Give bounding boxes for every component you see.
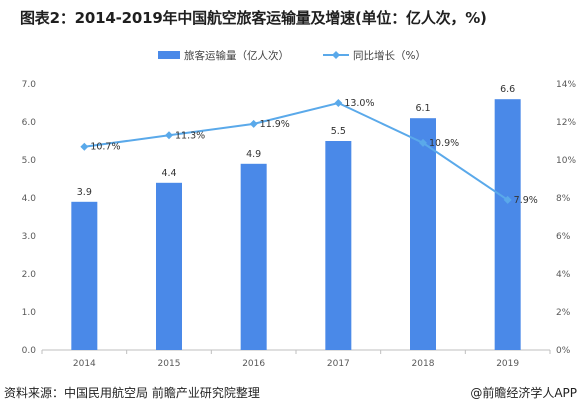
growth-line bbox=[84, 101, 509, 201]
y-right-tick-label: 14% bbox=[556, 80, 576, 90]
legend: 旅客运输量（亿人次） 同比增长（%） bbox=[158, 49, 426, 62]
y-right-tick-label: 2% bbox=[556, 308, 571, 318]
y-right-tick-label: 0% bbox=[556, 346, 571, 356]
line-series bbox=[80, 99, 512, 204]
axes: 0.0 1.0 2.0 3.0 4.0 5.0 6.0 7.0 0% 2% 4% 6% 8% 10% 12%… bbox=[22, 80, 577, 369]
line-value-label: 7.9% bbox=[514, 195, 538, 206]
bar-value-label: 6.6 bbox=[500, 84, 515, 95]
bar-value-label: 6.1 bbox=[415, 103, 430, 114]
bar bbox=[494, 99, 521, 350]
y-left-tick-label: 1.0 bbox=[22, 308, 37, 318]
line-value-label: 10.9% bbox=[429, 138, 459, 149]
line-value-label: 11.3% bbox=[175, 130, 205, 141]
y-left-tick-label: 2.0 bbox=[22, 270, 37, 280]
legend-swatch-bar bbox=[158, 51, 180, 59]
line-value-label: 10.7% bbox=[90, 142, 120, 153]
line-point bbox=[503, 195, 512, 204]
line-value-label: 11.9% bbox=[260, 119, 290, 130]
bar-value-label: 5.5 bbox=[331, 126, 346, 137]
y-right-tick-label: 4% bbox=[556, 270, 571, 280]
bar-value-label: 4.4 bbox=[161, 168, 176, 179]
x-tick-label: 2015 bbox=[158, 359, 181, 369]
data-labels: 3.9 4.4 4.9 5.5 6.1 6.6 10.7% 11.3% 11.9% 13.0% 10… bbox=[77, 84, 538, 206]
y-right-tick-label: 12% bbox=[556, 118, 576, 128]
x-tick-label: 2014 bbox=[73, 359, 96, 369]
y-left-tick-label: 5.0 bbox=[22, 156, 37, 166]
y-left-tick-label: 6.0 bbox=[22, 118, 37, 128]
legend-label-bar: 旅客运输量（亿人次） bbox=[184, 49, 289, 62]
y-left-tick-label: 7.0 bbox=[22, 80, 37, 90]
x-tick-label: 2019 bbox=[496, 359, 519, 369]
line-point bbox=[80, 142, 89, 151]
x-tick-label: 2017 bbox=[327, 359, 350, 369]
line-point bbox=[334, 99, 343, 107]
bar bbox=[240, 163, 267, 350]
x-tick-label: 2016 bbox=[242, 359, 265, 369]
bar-value-label: 3.9 bbox=[77, 187, 92, 198]
legend-marker-line bbox=[332, 51, 340, 59]
bar bbox=[71, 201, 98, 350]
line-point bbox=[165, 131, 173, 140]
line-point bbox=[419, 138, 427, 147]
legend-label-line: 同比增长（%） bbox=[353, 49, 426, 62]
line-value-label: 13.0% bbox=[344, 98, 374, 109]
y-right-tick-label: 6% bbox=[556, 232, 571, 242]
y-left-tick-label: 0.0 bbox=[22, 346, 37, 356]
y-left-tick-label: 3.0 bbox=[22, 232, 37, 242]
y-left-tick-label: 4.0 bbox=[22, 194, 37, 204]
brand-credit: @前瞻经济学人APP bbox=[470, 386, 577, 400]
chart-title: 图表2：2014-2019年中国航空旅客运输量及增速(单位：亿人次，%) bbox=[20, 9, 487, 27]
line-point bbox=[249, 119, 258, 128]
bar bbox=[325, 141, 352, 350]
source-note: 资料来源：中国民用航空局 前瞻产业研究院整理 bbox=[4, 386, 260, 400]
bar-series bbox=[71, 99, 521, 350]
bar bbox=[156, 182, 182, 350]
bar-value-label: 4.9 bbox=[246, 149, 261, 160]
bar bbox=[410, 118, 436, 350]
y-right-tick-label: 10% bbox=[556, 156, 576, 166]
combo-chart: 旅客运输量（亿人次） 同比增长（%） 0.0 1.0 2.0 3.0 4.0 5.0 6.0 7… bbox=[22, 49, 577, 369]
y-right-tick-label: 8% bbox=[556, 194, 571, 204]
x-tick-label: 2018 bbox=[412, 359, 435, 369]
